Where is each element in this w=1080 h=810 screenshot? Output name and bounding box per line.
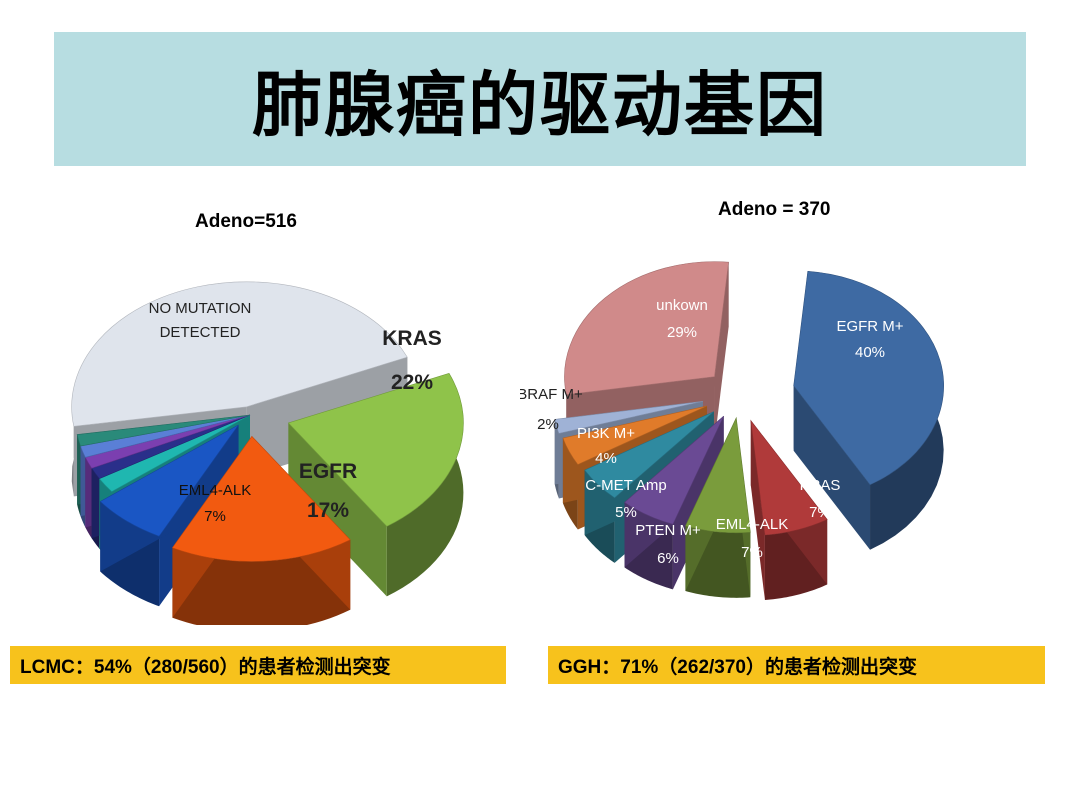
slice-value-braf-m: 2% — [537, 416, 559, 433]
slice-label-eml4-alk: EML4-ALK — [716, 516, 789, 533]
slice-label-pi3k-m: PI3K M+ — [577, 425, 635, 442]
pie-slice-braf-m — [554, 401, 703, 434]
slice-label-eml4-alk: EML4-ALK — [179, 482, 252, 499]
pie-slice-egfr — [171, 435, 351, 562]
pie-slice-eml4-alk — [685, 416, 751, 534]
page-title: 肺腺癌的驱动基因 — [252, 63, 828, 146]
pie-slice-egfr-m — [793, 270, 944, 486]
slice-value-pten-m: 6% — [657, 550, 679, 567]
slice-value-pi3k-m: 4% — [595, 450, 617, 467]
pie-slice-side-kras-1 — [288, 422, 387, 597]
slice-label-egfr: EGFR — [299, 460, 357, 483]
pie-slice-pi3k-m — [562, 405, 708, 465]
slice-label-unkown: unkown — [656, 297, 708, 314]
left-pie-chart: Adeno=516 NO MUTATION DETECTED KRAS 22% EGFR… — [71, 211, 464, 625]
slice-value-egfr-m: 40% — [855, 344, 885, 361]
slice-label-kras: KRAS — [382, 327, 442, 350]
slice-label-no-mutation-detected: NO MUTATION — [149, 300, 252, 317]
left-chart-title: Adeno=516 — [195, 211, 297, 232]
slice-value-eml4-alk: 7% — [204, 508, 226, 525]
slice-value-eml4-alk: 7% — [741, 544, 763, 561]
slice-value-unkown: 29% — [667, 324, 697, 341]
slice-label-line2-no-mutation-detected: DETECTED — [160, 324, 241, 341]
pie-slice-pten-m — [624, 415, 724, 525]
slice-value-kras: 22% — [391, 371, 433, 394]
pie-slice-kras — [287, 372, 464, 527]
pie-slice-eml4-alk — [99, 424, 239, 537]
pie-slice-wall-kras — [386, 373, 464, 597]
right-chart-title: Adeno = 370 — [718, 199, 830, 220]
slice-label-braf-m: BRAF M+ — [520, 386, 583, 403]
caption-left: LCMC：54%（280/560）的患者检测出突变 — [10, 646, 506, 684]
right-pie-chart: Adeno = 370 EGFR M+ 40% KRAS 7% EML4-ALK 7% PT… — [520, 199, 944, 601]
slice-label-egfr-m: EGFR M+ — [836, 318, 903, 335]
pie-slice-no-mutation-detected — [71, 281, 408, 427]
caption-right: GGH：71%（262/370）的患者检测出突变 — [548, 646, 1045, 684]
pie-slice-side-egfr-m-1 — [793, 385, 871, 550]
pie-slice-slice-8 — [76, 414, 251, 447]
slice-label-pten-m: PTEN M+ — [635, 522, 701, 539]
slice-label-c-met-amp: C-MET Amp — [585, 477, 666, 494]
slice-label-kras: KRAS — [800, 477, 841, 494]
slice-value-egfr: 17% — [307, 499, 349, 522]
title-banner: 肺腺癌的驱动基因 — [54, 32, 1026, 166]
pie-slice-side-unkown-1 — [714, 262, 729, 442]
slice-value-kras: 7% — [809, 504, 831, 521]
slice-value-c-met-amp: 5% — [615, 504, 637, 521]
pie-slice-kras — [750, 419, 828, 536]
pie-slice-c-met-amp — [584, 411, 714, 499]
pie-slice-side-c-met-amp-1 — [584, 411, 714, 536]
pie-slice-side-kras-1 — [750, 420, 765, 601]
pie-slice-unkown — [564, 261, 729, 395]
